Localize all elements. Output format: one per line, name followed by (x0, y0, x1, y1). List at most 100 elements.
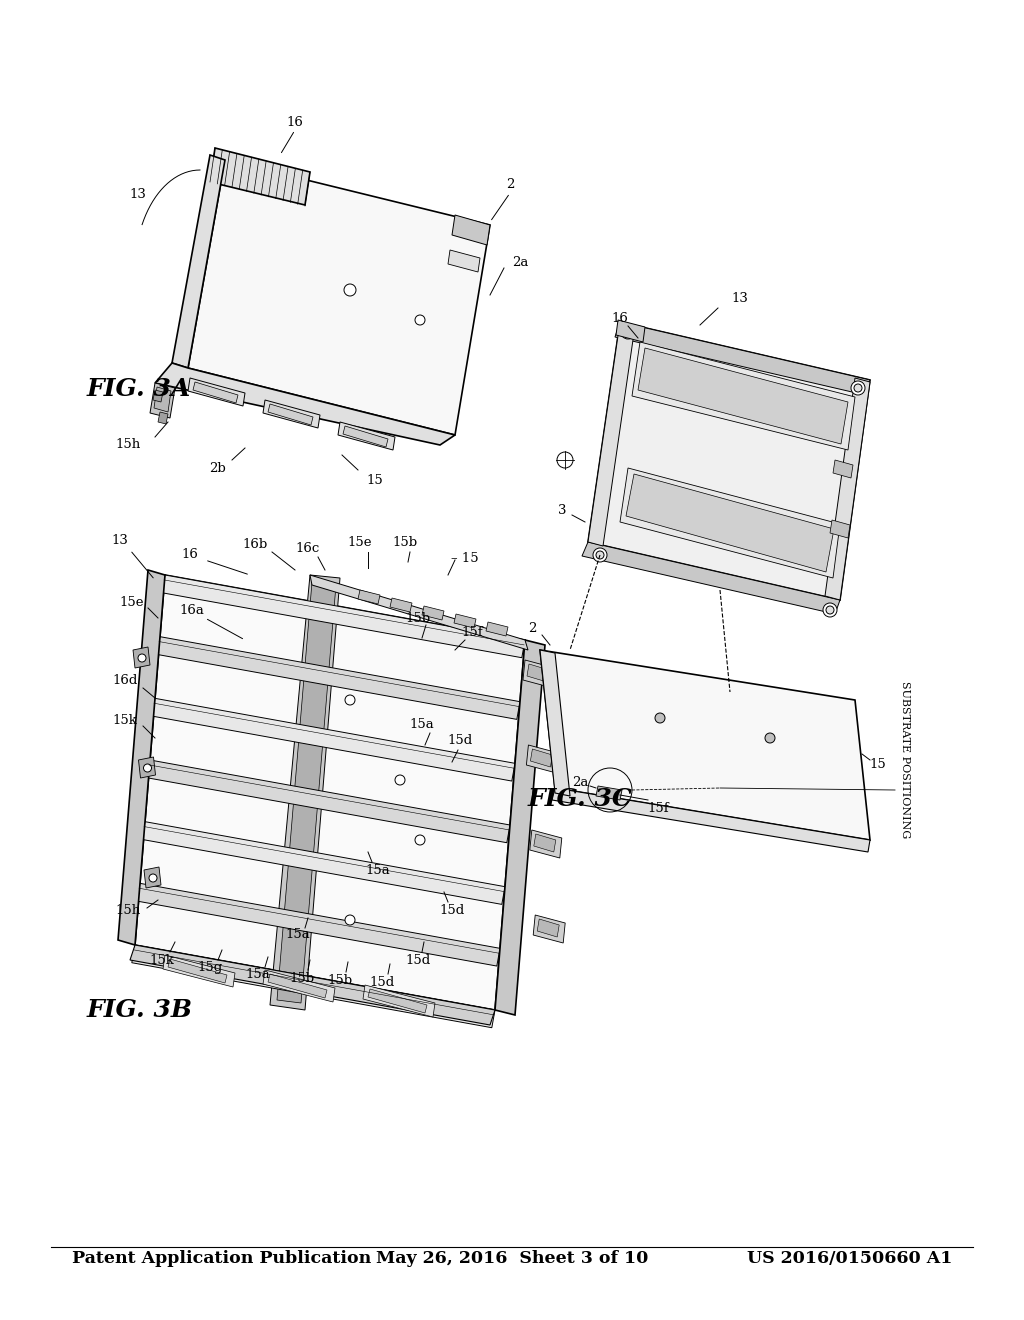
Polygon shape (534, 915, 565, 942)
Text: FIG. 3C: FIG. 3C (527, 787, 632, 810)
Text: 16c: 16c (296, 541, 321, 554)
Polygon shape (168, 960, 227, 983)
Polygon shape (132, 945, 495, 1028)
Text: 15f: 15f (461, 626, 482, 639)
Circle shape (345, 915, 355, 925)
Text: 15a: 15a (366, 863, 390, 876)
Circle shape (345, 696, 355, 705)
Polygon shape (268, 974, 327, 998)
Polygon shape (540, 649, 870, 840)
Polygon shape (130, 945, 495, 1026)
Polygon shape (135, 576, 525, 1010)
Polygon shape (343, 426, 388, 447)
Polygon shape (138, 756, 156, 777)
Polygon shape (833, 459, 853, 478)
Polygon shape (172, 154, 225, 368)
Text: 15d: 15d (447, 734, 473, 747)
Text: 15e: 15e (120, 595, 144, 609)
Text: 15: 15 (869, 758, 887, 771)
Text: – 15: – 15 (452, 552, 479, 565)
Circle shape (765, 733, 775, 743)
Circle shape (593, 548, 607, 562)
Polygon shape (527, 664, 549, 682)
Circle shape (344, 284, 356, 296)
Polygon shape (310, 576, 528, 649)
Polygon shape (153, 389, 163, 403)
Text: 2a: 2a (571, 776, 588, 788)
Polygon shape (616, 319, 645, 342)
Circle shape (150, 874, 157, 882)
Circle shape (415, 315, 425, 325)
Polygon shape (422, 606, 444, 620)
Text: 15d: 15d (370, 975, 394, 989)
Polygon shape (638, 348, 848, 444)
Text: 2a: 2a (512, 256, 528, 268)
Polygon shape (157, 636, 520, 719)
Polygon shape (830, 520, 850, 539)
Text: May 26, 2016  Sheet 3 of 10: May 26, 2016 Sheet 3 of 10 (376, 1250, 648, 1267)
Polygon shape (588, 322, 870, 601)
Polygon shape (163, 954, 234, 987)
Text: 2: 2 (506, 178, 514, 191)
Polygon shape (523, 660, 555, 688)
Text: 16: 16 (611, 312, 629, 325)
Circle shape (655, 713, 665, 723)
Polygon shape (390, 598, 412, 612)
Circle shape (138, 653, 146, 663)
Circle shape (823, 603, 837, 616)
Text: 15b: 15b (290, 972, 314, 985)
Polygon shape (582, 543, 840, 614)
Circle shape (596, 550, 604, 558)
Text: 13: 13 (112, 533, 128, 546)
Polygon shape (338, 422, 395, 450)
Text: 16: 16 (181, 549, 199, 561)
Text: US 2016/0150660 A1: US 2016/0150660 A1 (746, 1250, 952, 1267)
Text: 15k: 15k (150, 953, 174, 966)
Text: 2: 2 (527, 622, 537, 635)
Text: 2b: 2b (210, 462, 226, 474)
Polygon shape (154, 387, 171, 412)
Polygon shape (118, 570, 165, 945)
Polygon shape (596, 785, 622, 800)
Polygon shape (449, 249, 480, 272)
Polygon shape (615, 322, 870, 395)
Polygon shape (495, 640, 545, 1015)
Text: 15d: 15d (406, 953, 431, 966)
Polygon shape (162, 576, 525, 657)
Polygon shape (152, 698, 515, 781)
Polygon shape (263, 400, 319, 428)
Polygon shape (144, 867, 161, 888)
Polygon shape (137, 883, 500, 966)
Text: 15: 15 (367, 474, 383, 487)
Polygon shape (188, 378, 245, 407)
Text: FIG. 3B: FIG. 3B (87, 998, 194, 1022)
Polygon shape (158, 412, 168, 424)
Circle shape (395, 775, 406, 785)
Polygon shape (278, 582, 336, 1003)
Text: 15d: 15d (439, 903, 465, 916)
Polygon shape (155, 363, 455, 445)
Text: 15a: 15a (286, 928, 310, 941)
Polygon shape (368, 989, 427, 1012)
Text: 16d: 16d (113, 673, 137, 686)
Polygon shape (454, 614, 476, 628)
Text: 13: 13 (731, 292, 749, 305)
Text: 15h: 15h (116, 438, 140, 451)
Text: 15k: 15k (113, 714, 137, 726)
Polygon shape (486, 622, 508, 636)
Polygon shape (530, 748, 552, 767)
Circle shape (143, 764, 152, 772)
Polygon shape (193, 381, 238, 403)
Polygon shape (620, 469, 840, 578)
Polygon shape (210, 148, 310, 205)
Text: 16a: 16a (179, 603, 205, 616)
Polygon shape (538, 919, 559, 937)
Text: 15a: 15a (410, 718, 434, 731)
Text: 15f: 15f (647, 801, 669, 814)
Text: 15h: 15h (116, 903, 140, 916)
Polygon shape (552, 788, 870, 851)
Text: Patent Application Publication: Patent Application Publication (72, 1250, 371, 1267)
Polygon shape (529, 830, 562, 858)
Text: 15e: 15e (348, 536, 373, 549)
Polygon shape (534, 834, 556, 851)
